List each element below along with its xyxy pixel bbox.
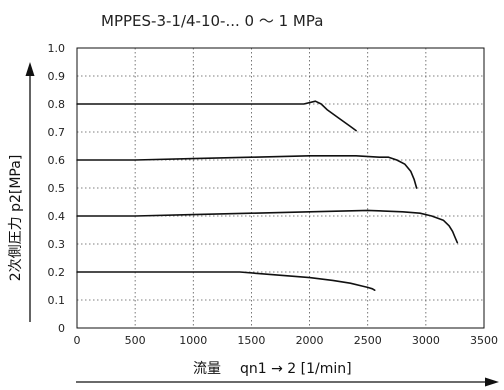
y-tick-label: 1.0 <box>48 42 66 55</box>
y-tick-label: 0.9 <box>48 70 66 83</box>
series-line-1 <box>76 100 357 132</box>
y-tick-label: 0.3 <box>48 238 66 251</box>
x-tick-label: 1500 <box>237 334 265 347</box>
y-tick-label: 0.8 <box>48 98 66 111</box>
y-axis-title: 2次側圧力 p2[MPa] <box>8 155 24 282</box>
x-tick-labels: 0 500 1000 1500 2000 2500 3000 3500 <box>74 334 499 347</box>
series-line-4 <box>76 271 376 291</box>
x-axis-title-prefix: 流量 <box>193 361 221 377</box>
series-layer <box>76 100 459 291</box>
x-axis-arrow-head <box>485 377 499 387</box>
y-tick-label: 0.6 <box>48 154 66 167</box>
chart-title: MPPES-3-1/4-10-... 0 〜 1 MPa <box>101 12 323 30</box>
x-tick-label: 1000 <box>179 334 207 347</box>
y-tick-labels: 0 0.1 0.2 0.3 0.4 0.5 0.6 0.7 0.8 0.9 1.0 <box>48 42 66 335</box>
x-tick-label: 500 <box>125 334 146 347</box>
grid <box>77 48 484 328</box>
x-tick-label: 2000 <box>296 334 324 347</box>
x-tick-label: 3000 <box>412 334 440 347</box>
x-tick-label: 0 <box>74 334 81 347</box>
series-line-2 <box>76 155 418 189</box>
y-axis-arrow-head <box>25 62 35 76</box>
plot-frame <box>76 47 485 329</box>
y-axis-title-group: 2次側圧力 p2[MPa] <box>8 62 35 322</box>
y-tick-label: 0.2 <box>48 266 66 279</box>
x-axis-title-group: 流量 qn1 → 2 [1/min] <box>76 361 499 387</box>
x-tick-label: 2500 <box>354 334 382 347</box>
y-tick-label: 0.1 <box>48 294 66 307</box>
y-tick-label: 0.5 <box>48 182 66 195</box>
y-tick-label: 0 <box>58 322 65 335</box>
y-tick-label: 0.4 <box>48 210 66 223</box>
x-axis-title: qn1 → 2 [1/min] <box>240 361 352 377</box>
series-line-3 <box>76 209 459 244</box>
y-tick-label: 0.7 <box>48 126 66 139</box>
x-tick-label: 3500 <box>470 334 498 347</box>
